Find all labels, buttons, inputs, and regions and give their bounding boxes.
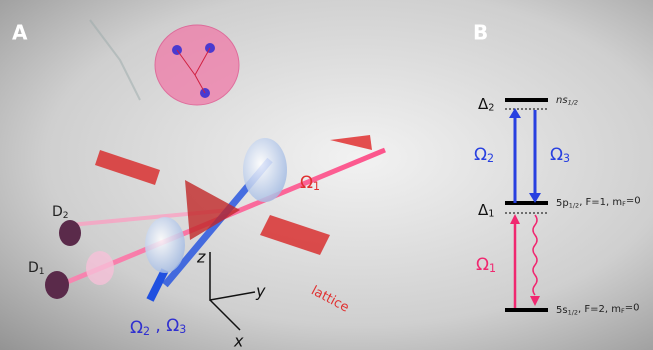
subscript: 2 bbox=[487, 152, 494, 165]
axis-label: y bbox=[255, 282, 266, 301]
subscript: 3 bbox=[179, 323, 186, 336]
subscript: 1 bbox=[488, 208, 494, 219]
subscript: 1/2 bbox=[568, 98, 578, 106]
text-part: , F=1, m bbox=[579, 197, 622, 208]
subscript: 1 bbox=[489, 262, 496, 275]
panel-label: B bbox=[473, 21, 488, 45]
text-part: D bbox=[52, 204, 63, 220]
axis-label: x bbox=[233, 332, 244, 350]
subscript: 1 bbox=[313, 180, 320, 193]
text-part: =0 bbox=[625, 303, 640, 314]
text-part: =0 bbox=[626, 196, 641, 207]
figure: A D2 D1 Ω1 Ω2 , Ω3 z y x lattice B Δ2 ns… bbox=[0, 0, 653, 350]
text-part: 5s bbox=[556, 305, 568, 316]
subscript: 1 bbox=[39, 267, 45, 277]
beam-label: Ω2 , Ω3 bbox=[130, 316, 186, 338]
text-part: Ω bbox=[474, 145, 487, 165]
text-part: , F=2, m bbox=[578, 304, 621, 315]
axis-label: z bbox=[196, 248, 206, 267]
subscript: 1/2 bbox=[569, 201, 579, 209]
text-part: Ω bbox=[476, 255, 489, 275]
text-part: ns bbox=[556, 95, 568, 106]
text-part: Ω bbox=[130, 318, 143, 338]
text-part: D bbox=[28, 260, 39, 276]
text-part: Ω bbox=[300, 173, 313, 193]
text-part: 5p bbox=[556, 198, 569, 209]
subscript: 3 bbox=[563, 152, 570, 165]
panel-label: A bbox=[12, 21, 28, 45]
subscript: 2 bbox=[488, 102, 494, 113]
text-part: , Ω bbox=[150, 316, 179, 336]
text-part: Ω bbox=[550, 145, 563, 165]
subscript: 1/2 bbox=[568, 308, 578, 316]
subscript: 2 bbox=[63, 211, 69, 221]
subscript: 2 bbox=[143, 325, 150, 338]
